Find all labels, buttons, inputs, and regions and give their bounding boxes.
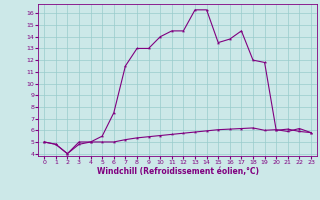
X-axis label: Windchill (Refroidissement éolien,°C): Windchill (Refroidissement éolien,°C) bbox=[97, 167, 259, 176]
